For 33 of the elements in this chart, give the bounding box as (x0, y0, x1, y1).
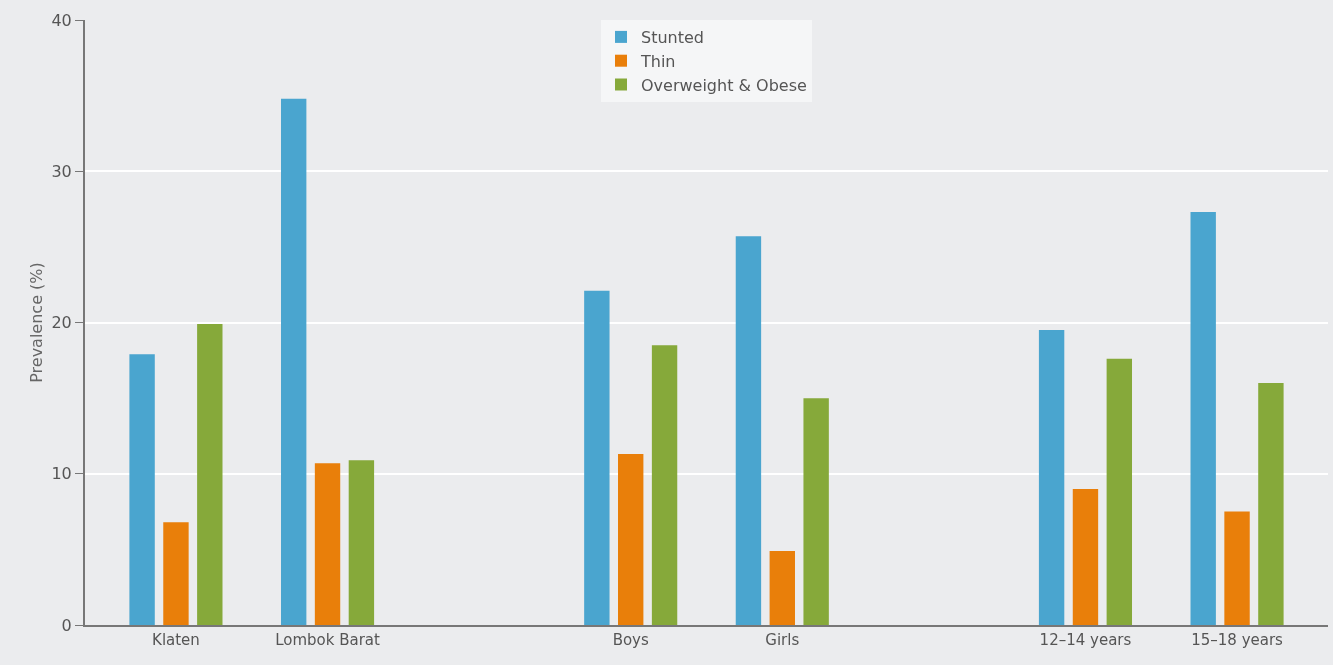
bar (618, 454, 644, 625)
bar (280, 98, 307, 625)
bar (1038, 330, 1065, 625)
x-tick-label: Klaten (152, 631, 200, 649)
bar (735, 236, 762, 625)
y-tick-label: 20 (51, 313, 72, 333)
y-tick-label: 0 (61, 615, 72, 635)
bar (769, 550, 795, 625)
x-tick-label: Boys (612, 631, 649, 649)
bar (1072, 488, 1099, 625)
bar (163, 522, 189, 625)
bar (803, 398, 829, 625)
x-tick-label: 15–18 years (1191, 631, 1284, 649)
bar (197, 324, 223, 625)
bar (1258, 383, 1284, 625)
x-tick-label: 12–14 years (1039, 631, 1132, 649)
x-tick-label: Lombok Barat (275, 631, 381, 649)
bar (348, 460, 375, 625)
y-axis-title: Prevalence (%) (27, 262, 46, 383)
legend-label: Stunted (641, 28, 704, 48)
bar (1190, 212, 1216, 625)
bar (1224, 511, 1250, 625)
bar (651, 345, 678, 625)
y-tick-label: 10 (51, 464, 72, 484)
bar (314, 463, 341, 625)
bar (584, 290, 610, 625)
y-tick-label: 30 (51, 161, 72, 181)
y-tick-label: 40 (51, 10, 72, 30)
legend-label: Thin (640, 51, 676, 71)
x-tick-label: Girls (765, 631, 800, 649)
bar (1106, 358, 1133, 625)
bar (129, 354, 155, 625)
legend-label: Overweight & Obese (641, 75, 807, 95)
